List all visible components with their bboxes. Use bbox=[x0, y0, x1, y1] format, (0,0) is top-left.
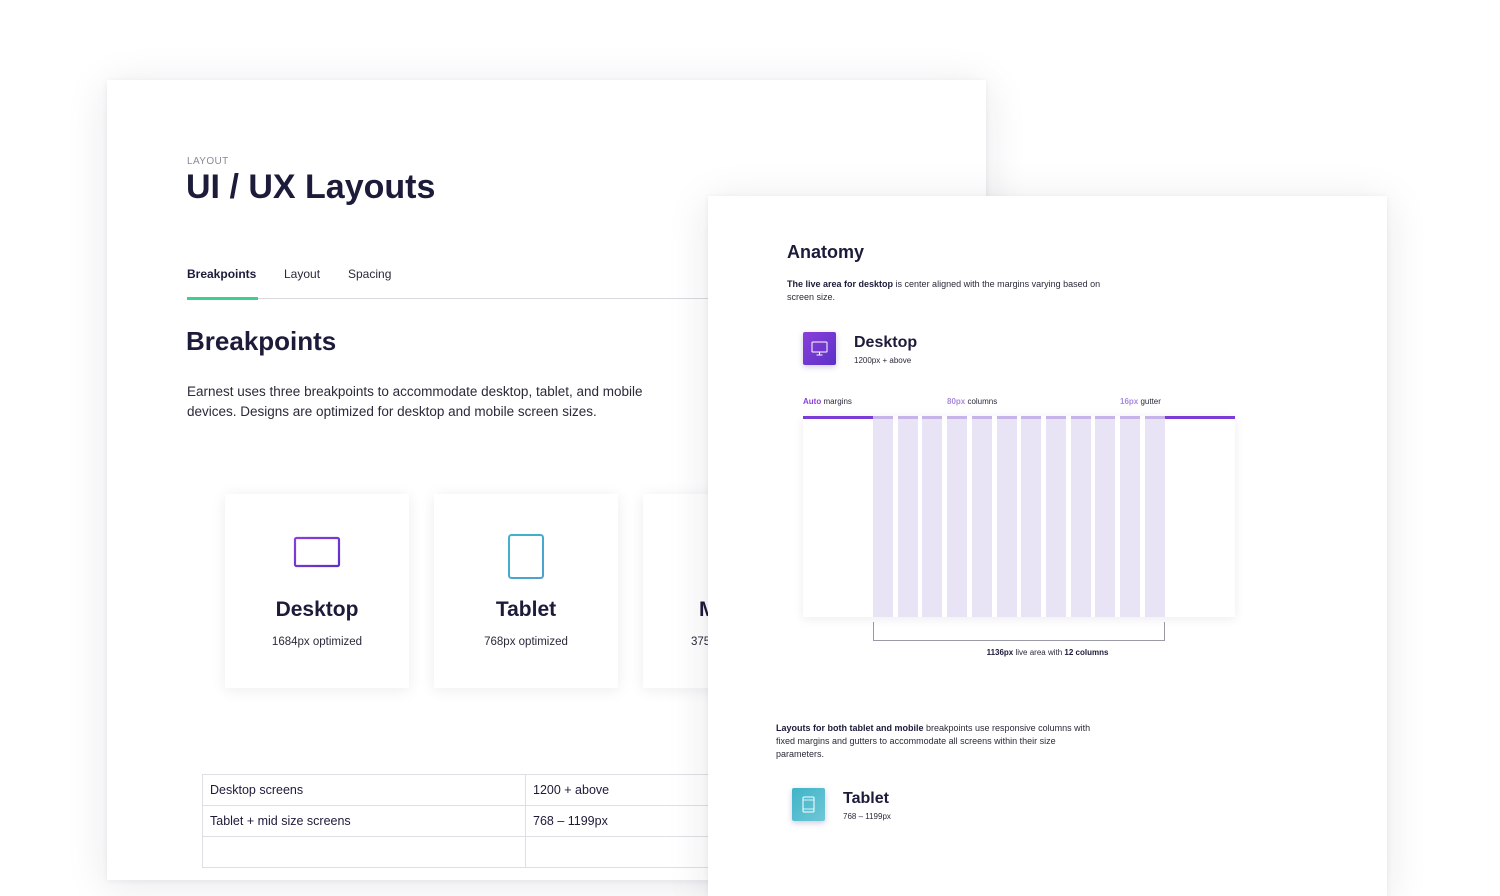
anatomy-description-bold: The live area for desktop bbox=[787, 279, 894, 289]
grid-column-cap bbox=[1070, 416, 1091, 419]
breakpoint-name: Desktop bbox=[275, 598, 359, 621]
desktop-range: 1200px + above bbox=[854, 356, 912, 365]
grid-column-cap bbox=[897, 416, 918, 419]
anatomy-doc-page: Anatomy The live area for desktop is cen… bbox=[708, 196, 1387, 896]
grid-column-cap bbox=[873, 416, 893, 419]
tablet-icon bbox=[802, 796, 815, 813]
grid-column-cap bbox=[996, 416, 1017, 419]
responsive-description-bold: Layouts for both tablet and mobile bbox=[776, 723, 924, 733]
anatomy-title: Anatomy bbox=[787, 242, 865, 262]
left-margin-bar bbox=[803, 416, 873, 419]
breakpoint-subtitle: 1684px optimized bbox=[271, 636, 363, 648]
grid-column bbox=[1144, 416, 1165, 617]
gutter-value: 16px bbox=[1120, 397, 1139, 406]
grid-column bbox=[947, 416, 968, 617]
tab-layout[interactable]: Layout bbox=[284, 267, 321, 281]
tab-bar: Breakpoints Layout Spacing bbox=[187, 260, 986, 300]
breakpoints-table: Desktop screens 1200 + above Tablet + mi… bbox=[202, 774, 781, 868]
grid-column bbox=[922, 416, 943, 617]
live-area-text: live area with bbox=[1013, 648, 1065, 657]
breakpoint-subtitle: 768px optimized bbox=[484, 636, 568, 648]
grid-column-cap bbox=[1144, 416, 1165, 419]
table-row bbox=[202, 836, 781, 868]
desktop-label: Desktop bbox=[854, 334, 918, 351]
page-eyebrow: LAYOUT bbox=[187, 156, 229, 167]
table-row: Tablet + mid size screens 768 – 1199px bbox=[202, 805, 781, 837]
table-cell: Desktop screens bbox=[202, 774, 526, 806]
grid-column bbox=[873, 416, 893, 617]
gutter-text: gutter bbox=[1138, 397, 1161, 406]
desktop-badge bbox=[803, 332, 836, 365]
table-row: Desktop screens 1200 + above bbox=[202, 774, 781, 806]
margins-value: Auto bbox=[803, 397, 822, 406]
grid-column bbox=[971, 416, 992, 617]
grid-column bbox=[1120, 416, 1140, 617]
table-cell bbox=[202, 836, 526, 868]
grid-column-cap bbox=[1120, 416, 1140, 419]
live-area-label: 1136px live area with 12 columns bbox=[708, 648, 1387, 657]
live-area-bracket bbox=[873, 622, 1165, 641]
grid-column-cap bbox=[1095, 416, 1116, 419]
tablet-label: Tablet bbox=[843, 790, 889, 807]
section-title: Breakpoints bbox=[186, 326, 337, 356]
live-area-columns: 12 columns bbox=[1064, 648, 1109, 657]
grid-column bbox=[897, 416, 918, 617]
gutter-label: 16px gutter bbox=[1120, 397, 1161, 406]
grid-column bbox=[1045, 416, 1066, 617]
breakpoint-name: Tablet bbox=[495, 598, 557, 621]
grid-column-cap bbox=[922, 416, 943, 419]
grid-column-cap bbox=[1045, 416, 1066, 419]
grid-column-cap bbox=[971, 416, 992, 419]
margins-text: margins bbox=[821, 397, 852, 406]
margins-label: Auto margins bbox=[803, 397, 852, 406]
tablet-badge bbox=[792, 788, 825, 821]
monitor-icon bbox=[811, 341, 828, 356]
section-description: Earnest uses three breakpoints to accomm… bbox=[187, 384, 643, 419]
grid-column-cap bbox=[947, 416, 968, 419]
breakpoint-card-desktop: Desktop 1684px optimized bbox=[225, 494, 409, 688]
grid-column bbox=[1021, 416, 1042, 617]
columns-text: columns bbox=[965, 397, 998, 406]
anatomy-description-text: is center aligned with the margins varyi… bbox=[787, 279, 1101, 302]
columns-label: 80px columns bbox=[947, 397, 997, 406]
tab-spacing[interactable]: Spacing bbox=[348, 267, 392, 281]
column-grid-diagram bbox=[803, 416, 1235, 617]
grid-column bbox=[1095, 416, 1116, 617]
grid-column bbox=[1070, 416, 1091, 617]
page-title: UI / UX Layouts bbox=[186, 168, 436, 206]
grid-column-cap bbox=[1021, 416, 1042, 419]
tablet-icon bbox=[508, 534, 544, 579]
table-cell: Tablet + mid size screens bbox=[202, 805, 526, 837]
tab-breakpoints[interactable]: Breakpoints bbox=[187, 267, 257, 281]
breakpoint-card-tablet: Tablet 768px optimized bbox=[434, 494, 618, 688]
responsive-description: Layouts for both tablet and mobile break… bbox=[776, 722, 1096, 761]
live-area-width: 1136px bbox=[986, 648, 1014, 657]
monitor-icon bbox=[293, 536, 341, 575]
anatomy-description: The live area for desktop is center alig… bbox=[787, 278, 1107, 304]
tablet-range: 768 – 1199px bbox=[843, 812, 891, 821]
columns-value: 80px bbox=[947, 397, 966, 406]
responsive-description-text: breakpoints use responsive columns with … bbox=[776, 723, 1091, 759]
grid-column bbox=[996, 416, 1017, 617]
breakpoint-subtitle: 375 bbox=[691, 636, 711, 648]
active-tab-indicator bbox=[187, 297, 258, 300]
right-margin-bar bbox=[1165, 416, 1235, 419]
